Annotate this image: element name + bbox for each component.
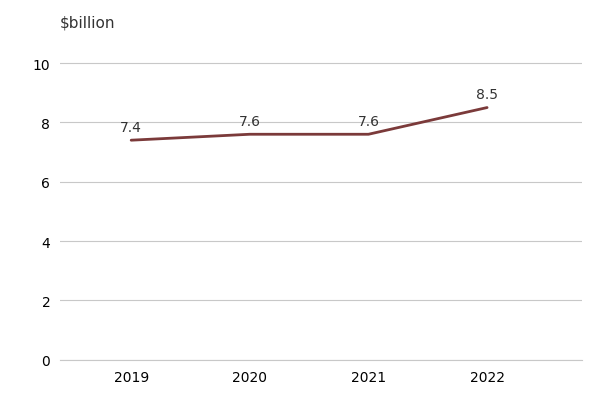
Text: 7.4: 7.4 <box>120 120 142 134</box>
Text: 7.6: 7.6 <box>358 115 379 128</box>
Text: $billion: $billion <box>60 16 115 30</box>
Text: 7.6: 7.6 <box>239 115 261 128</box>
Text: 8.5: 8.5 <box>476 88 498 102</box>
